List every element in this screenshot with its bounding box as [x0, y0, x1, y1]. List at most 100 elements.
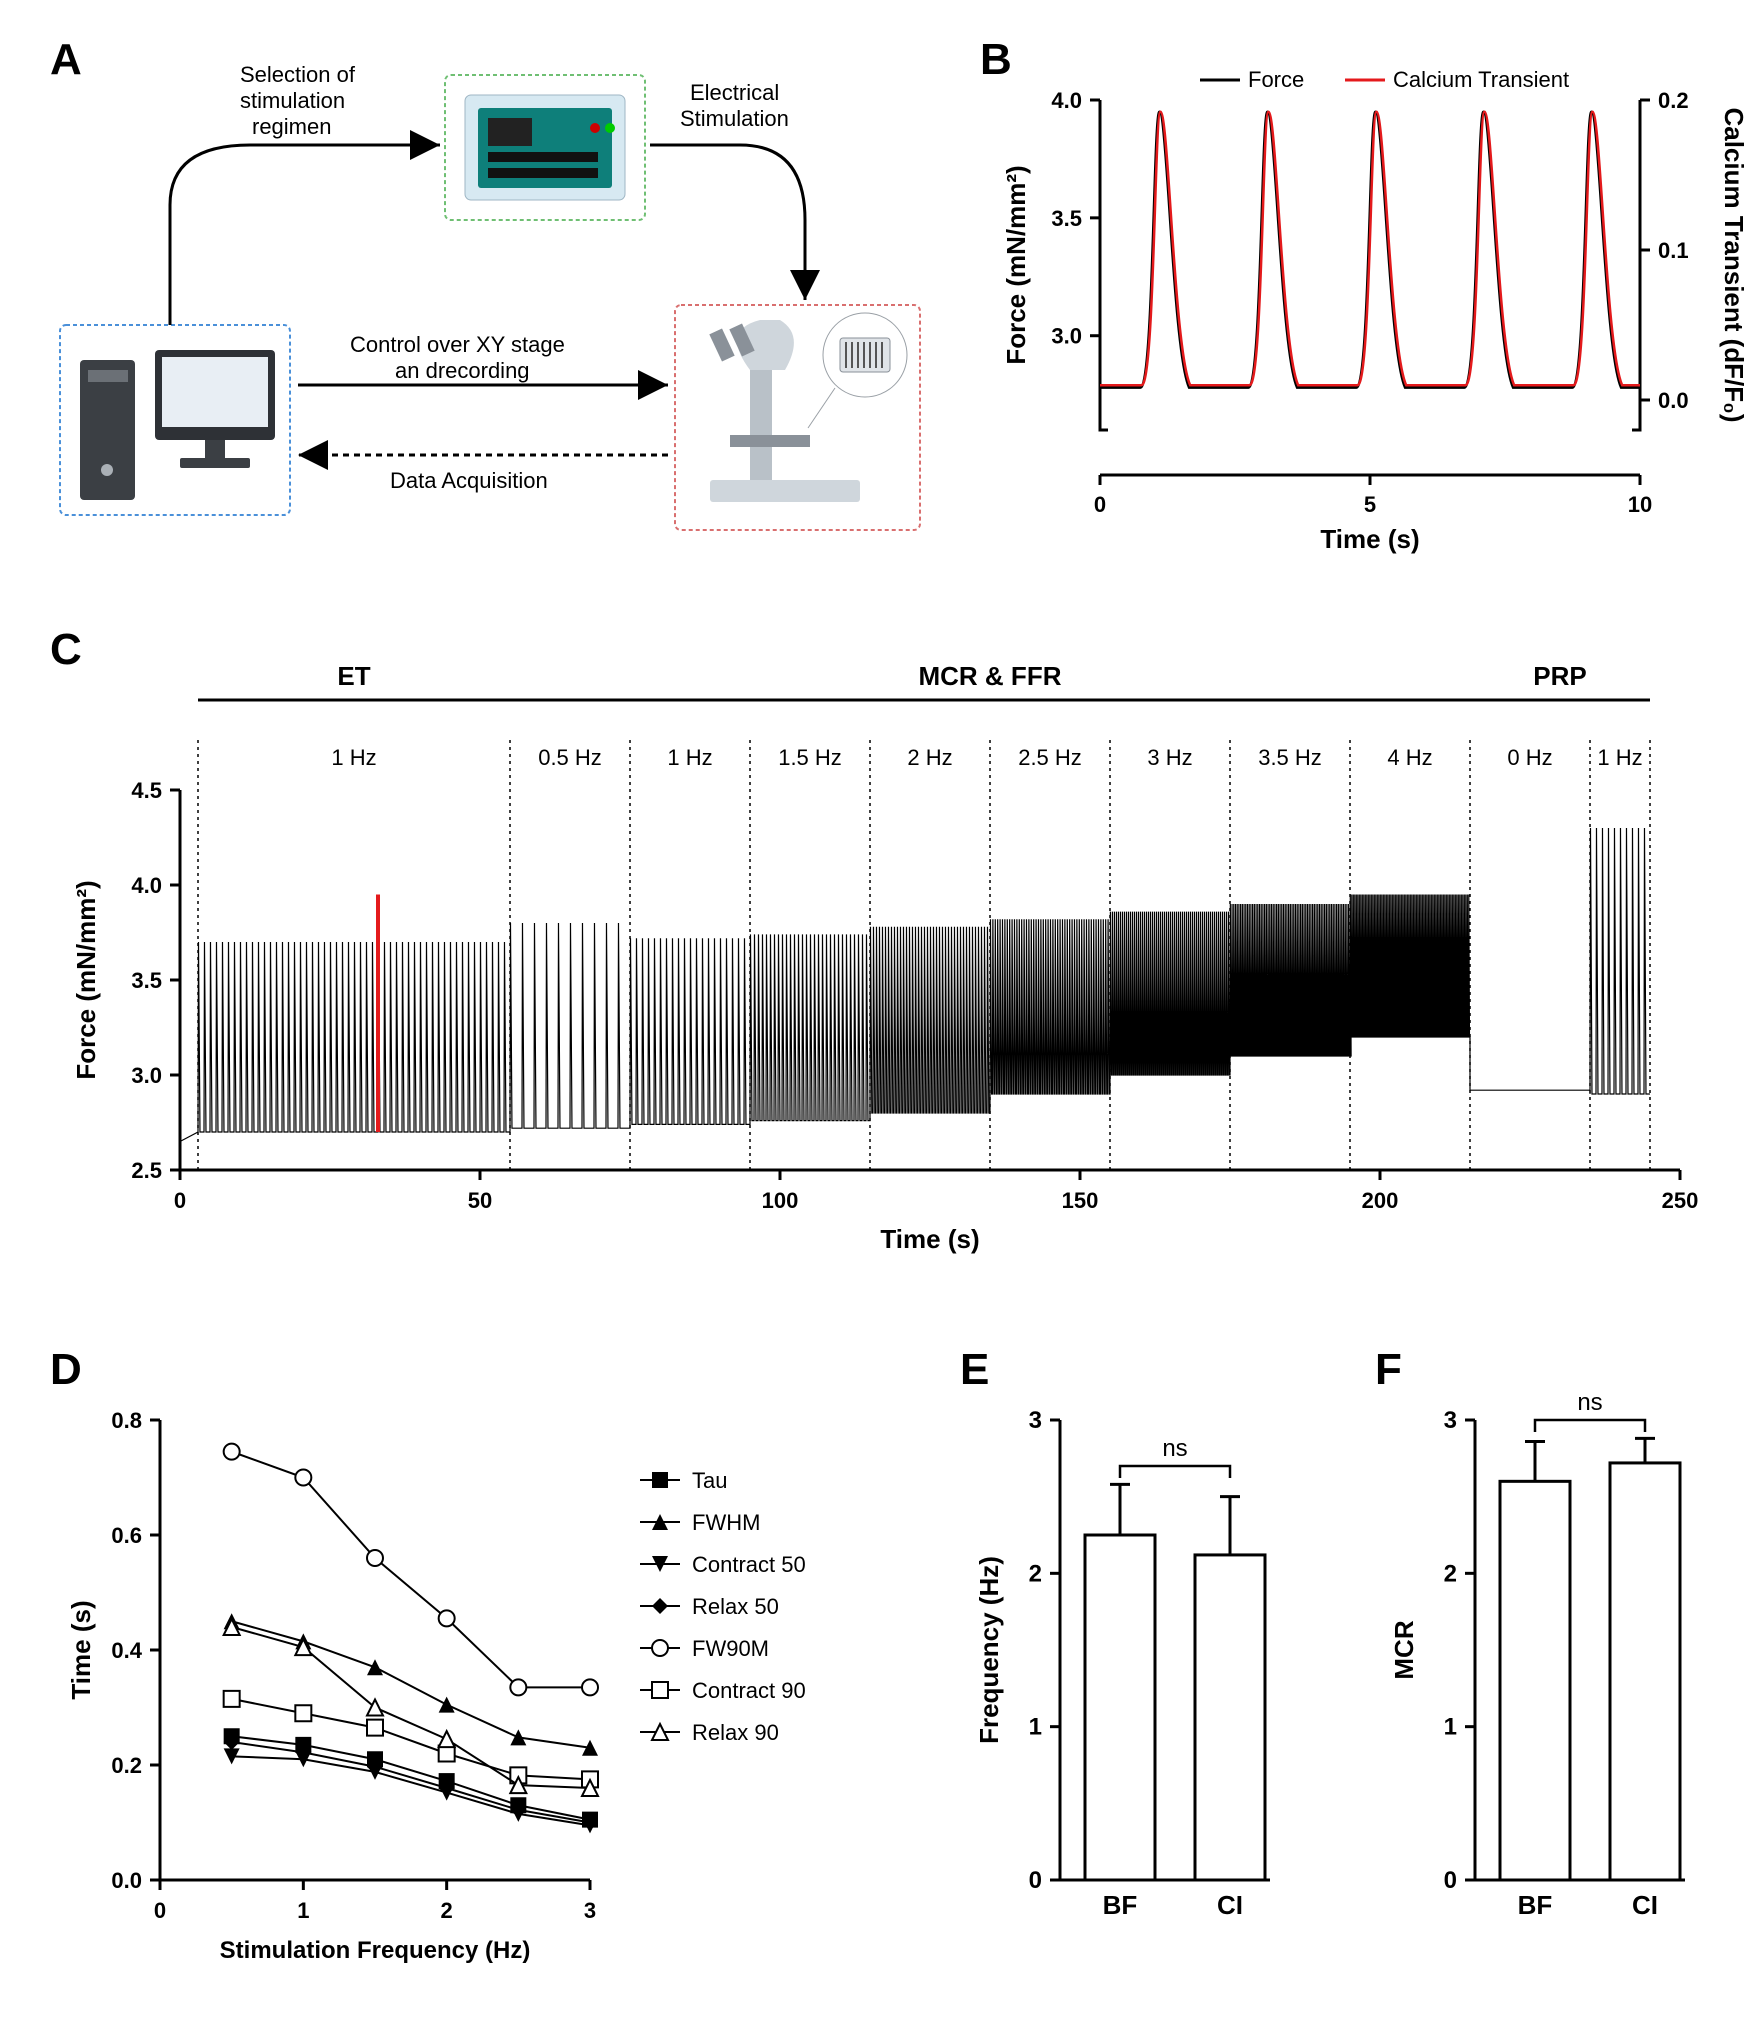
svg-text:0.2: 0.2	[111, 1753, 142, 1778]
svg-text:Time (s): Time (s)	[1320, 524, 1419, 554]
svg-text:3.5: 3.5	[1051, 206, 1082, 231]
svg-text:4 Hz: 4 Hz	[1387, 745, 1432, 770]
svg-text:Relax 50: Relax 50	[692, 1594, 779, 1619]
panel-b-label: B	[980, 35, 1012, 85]
svg-text:0.2: 0.2	[1658, 88, 1689, 113]
svg-text:Relax 90: Relax 90	[692, 1720, 779, 1745]
svg-text:1 Hz: 1 Hz	[1597, 745, 1642, 770]
svg-text:Contract 50: Contract 50	[692, 1552, 806, 1577]
svg-text:PRP: PRP	[1533, 661, 1586, 691]
svg-text:100: 100	[762, 1188, 799, 1213]
svg-text:Force: Force	[1248, 67, 1304, 92]
svg-text:Calcium Transient (dF/F₀): Calcium Transient (dF/F₀)	[1719, 107, 1749, 422]
svg-text:4.5: 4.5	[131, 778, 162, 803]
svg-text:150: 150	[1062, 1188, 1099, 1213]
label-elec: Electrical	[690, 80, 779, 105]
panel-d: D 0.00.20.40.60.80123Stimulation Frequen…	[50, 1350, 910, 1970]
svg-text:0.0: 0.0	[1658, 388, 1689, 413]
svg-text:ET: ET	[337, 661, 370, 691]
label-select: Selection of	[240, 62, 356, 87]
svg-text:0.5 Hz: 0.5 Hz	[538, 745, 602, 770]
panel-e: E 0123Frequency (Hz)BFCIns	[960, 1350, 1340, 1970]
svg-text:2: 2	[1444, 1560, 1457, 1587]
svg-text:0.8: 0.8	[111, 1408, 142, 1433]
panel-c-label: C	[50, 625, 82, 675]
panel-a: A	[50, 40, 930, 560]
panel-f-label: F	[1375, 1345, 1402, 1395]
svg-text:Stimulation: Stimulation	[680, 106, 789, 131]
svg-text:0: 0	[1029, 1867, 1042, 1894]
svg-text:0: 0	[154, 1898, 166, 1923]
svg-text:Force (mN/mm²): Force (mN/mm²)	[71, 880, 101, 1079]
svg-text:0 Hz: 0 Hz	[1507, 745, 1552, 770]
svg-text:FWHM: FWHM	[692, 1510, 760, 1535]
svg-text:Time (s): Time (s)	[66, 1600, 96, 1699]
svg-text:ns: ns	[1577, 1389, 1602, 1416]
svg-text:3: 3	[584, 1898, 596, 1923]
svg-text:0.0: 0.0	[111, 1868, 142, 1893]
svg-text:0: 0	[174, 1188, 186, 1213]
svg-text:10: 10	[1628, 492, 1652, 517]
svg-text:Time (s): Time (s)	[880, 1224, 979, 1254]
svg-text:5: 5	[1364, 492, 1376, 517]
svg-text:3: 3	[1029, 1407, 1042, 1434]
svg-text:2 Hz: 2 Hz	[907, 745, 952, 770]
svg-text:Frequency (Hz): Frequency (Hz)	[974, 1556, 1004, 1744]
svg-text:stimulation: stimulation	[240, 88, 345, 113]
panel-f: F 0123MCRBFCIns	[1375, 1350, 1715, 1970]
svg-text:3.0: 3.0	[1051, 324, 1082, 349]
panel-f-chart: 0 1 2 3 MCR BF CI ns	[1375, 1350, 1715, 1970]
svg-text:1: 1	[297, 1898, 309, 1923]
svg-text:0: 0	[1444, 1867, 1457, 1894]
svg-text:Contract 90: Contract 90	[692, 1678, 806, 1703]
svg-text:0.4: 0.4	[111, 1638, 142, 1663]
svg-text:2.5: 2.5	[131, 1158, 162, 1183]
svg-text:CI: CI	[1632, 1890, 1658, 1920]
svg-text:3 Hz: 3 Hz	[1147, 745, 1192, 770]
svg-text:CI: CI	[1217, 1890, 1243, 1920]
svg-text:2: 2	[1029, 1560, 1042, 1587]
panel-d-label: D	[50, 1345, 82, 1395]
svg-text:1: 1	[1444, 1714, 1457, 1741]
panel-e-label: E	[960, 1345, 989, 1395]
microscope-box	[675, 305, 920, 530]
arduino-box	[445, 75, 645, 220]
panel-c-chart: 2.53.03.54.04.5050100150200250Time (s)Fo…	[50, 630, 1710, 1280]
computer-box	[60, 325, 290, 515]
svg-text:Calcium Transient: Calcium Transient	[1393, 67, 1569, 92]
svg-text:ns: ns	[1162, 1435, 1187, 1462]
panel-a-label: A	[50, 35, 82, 85]
svg-text:1.5 Hz: 1.5 Hz	[778, 745, 842, 770]
panel-e-chart: 0 1 2 3 Frequency (Hz) BF CI ns	[960, 1350, 1340, 1970]
svg-text:FW90M: FW90M	[692, 1636, 769, 1661]
svg-text:Stimulation Frequency (Hz): Stimulation Frequency (Hz)	[220, 1937, 531, 1964]
label-xy: Control over XY stage	[350, 332, 565, 357]
svg-text:3.0: 3.0	[131, 1063, 162, 1088]
svg-text:3: 3	[1444, 1407, 1457, 1434]
label-daq: Data Acquisition	[390, 468, 548, 493]
svg-text:BF: BF	[1518, 1890, 1553, 1920]
svg-text:0.1: 0.1	[1658, 238, 1689, 263]
svg-text:Force (mN/mm²): Force (mN/mm²)	[1001, 165, 1031, 364]
panel-a-diagram: Selection of stimulation regimen Electri…	[50, 40, 930, 560]
svg-text:250: 250	[1662, 1188, 1699, 1213]
svg-text:1 Hz: 1 Hz	[331, 745, 376, 770]
panel-c: C 2.53.03.54.04.5050100150200250Time (s)…	[50, 630, 1710, 1280]
svg-text:0.6: 0.6	[111, 1523, 142, 1548]
svg-text:4.0: 4.0	[131, 873, 162, 898]
svg-text:2.5 Hz: 2.5 Hz	[1018, 745, 1082, 770]
panel-b: B 3.03.54.00.00.10.20510Time (s)Force (m…	[980, 40, 1720, 560]
svg-text:1: 1	[1029, 1714, 1042, 1741]
svg-text:0: 0	[1094, 492, 1106, 517]
svg-text:an drecording: an drecording	[395, 358, 530, 383]
svg-text:2: 2	[441, 1898, 453, 1923]
svg-text:MCR & FFR: MCR & FFR	[919, 661, 1062, 691]
svg-text:MCR: MCR	[1389, 1620, 1419, 1679]
svg-text:BF: BF	[1103, 1890, 1138, 1920]
panel-d-chart: 0.0 0.2 0.4 0.6 0.8 0 1 2 3 Stimulation Frequency…	[50, 1350, 910, 1970]
svg-text:1 Hz: 1 Hz	[667, 745, 712, 770]
svg-text:3.5 Hz: 3.5 Hz	[1258, 745, 1322, 770]
svg-text:regimen: regimen	[252, 114, 331, 139]
svg-text:3.5: 3.5	[131, 968, 162, 993]
svg-text:50: 50	[468, 1188, 492, 1213]
